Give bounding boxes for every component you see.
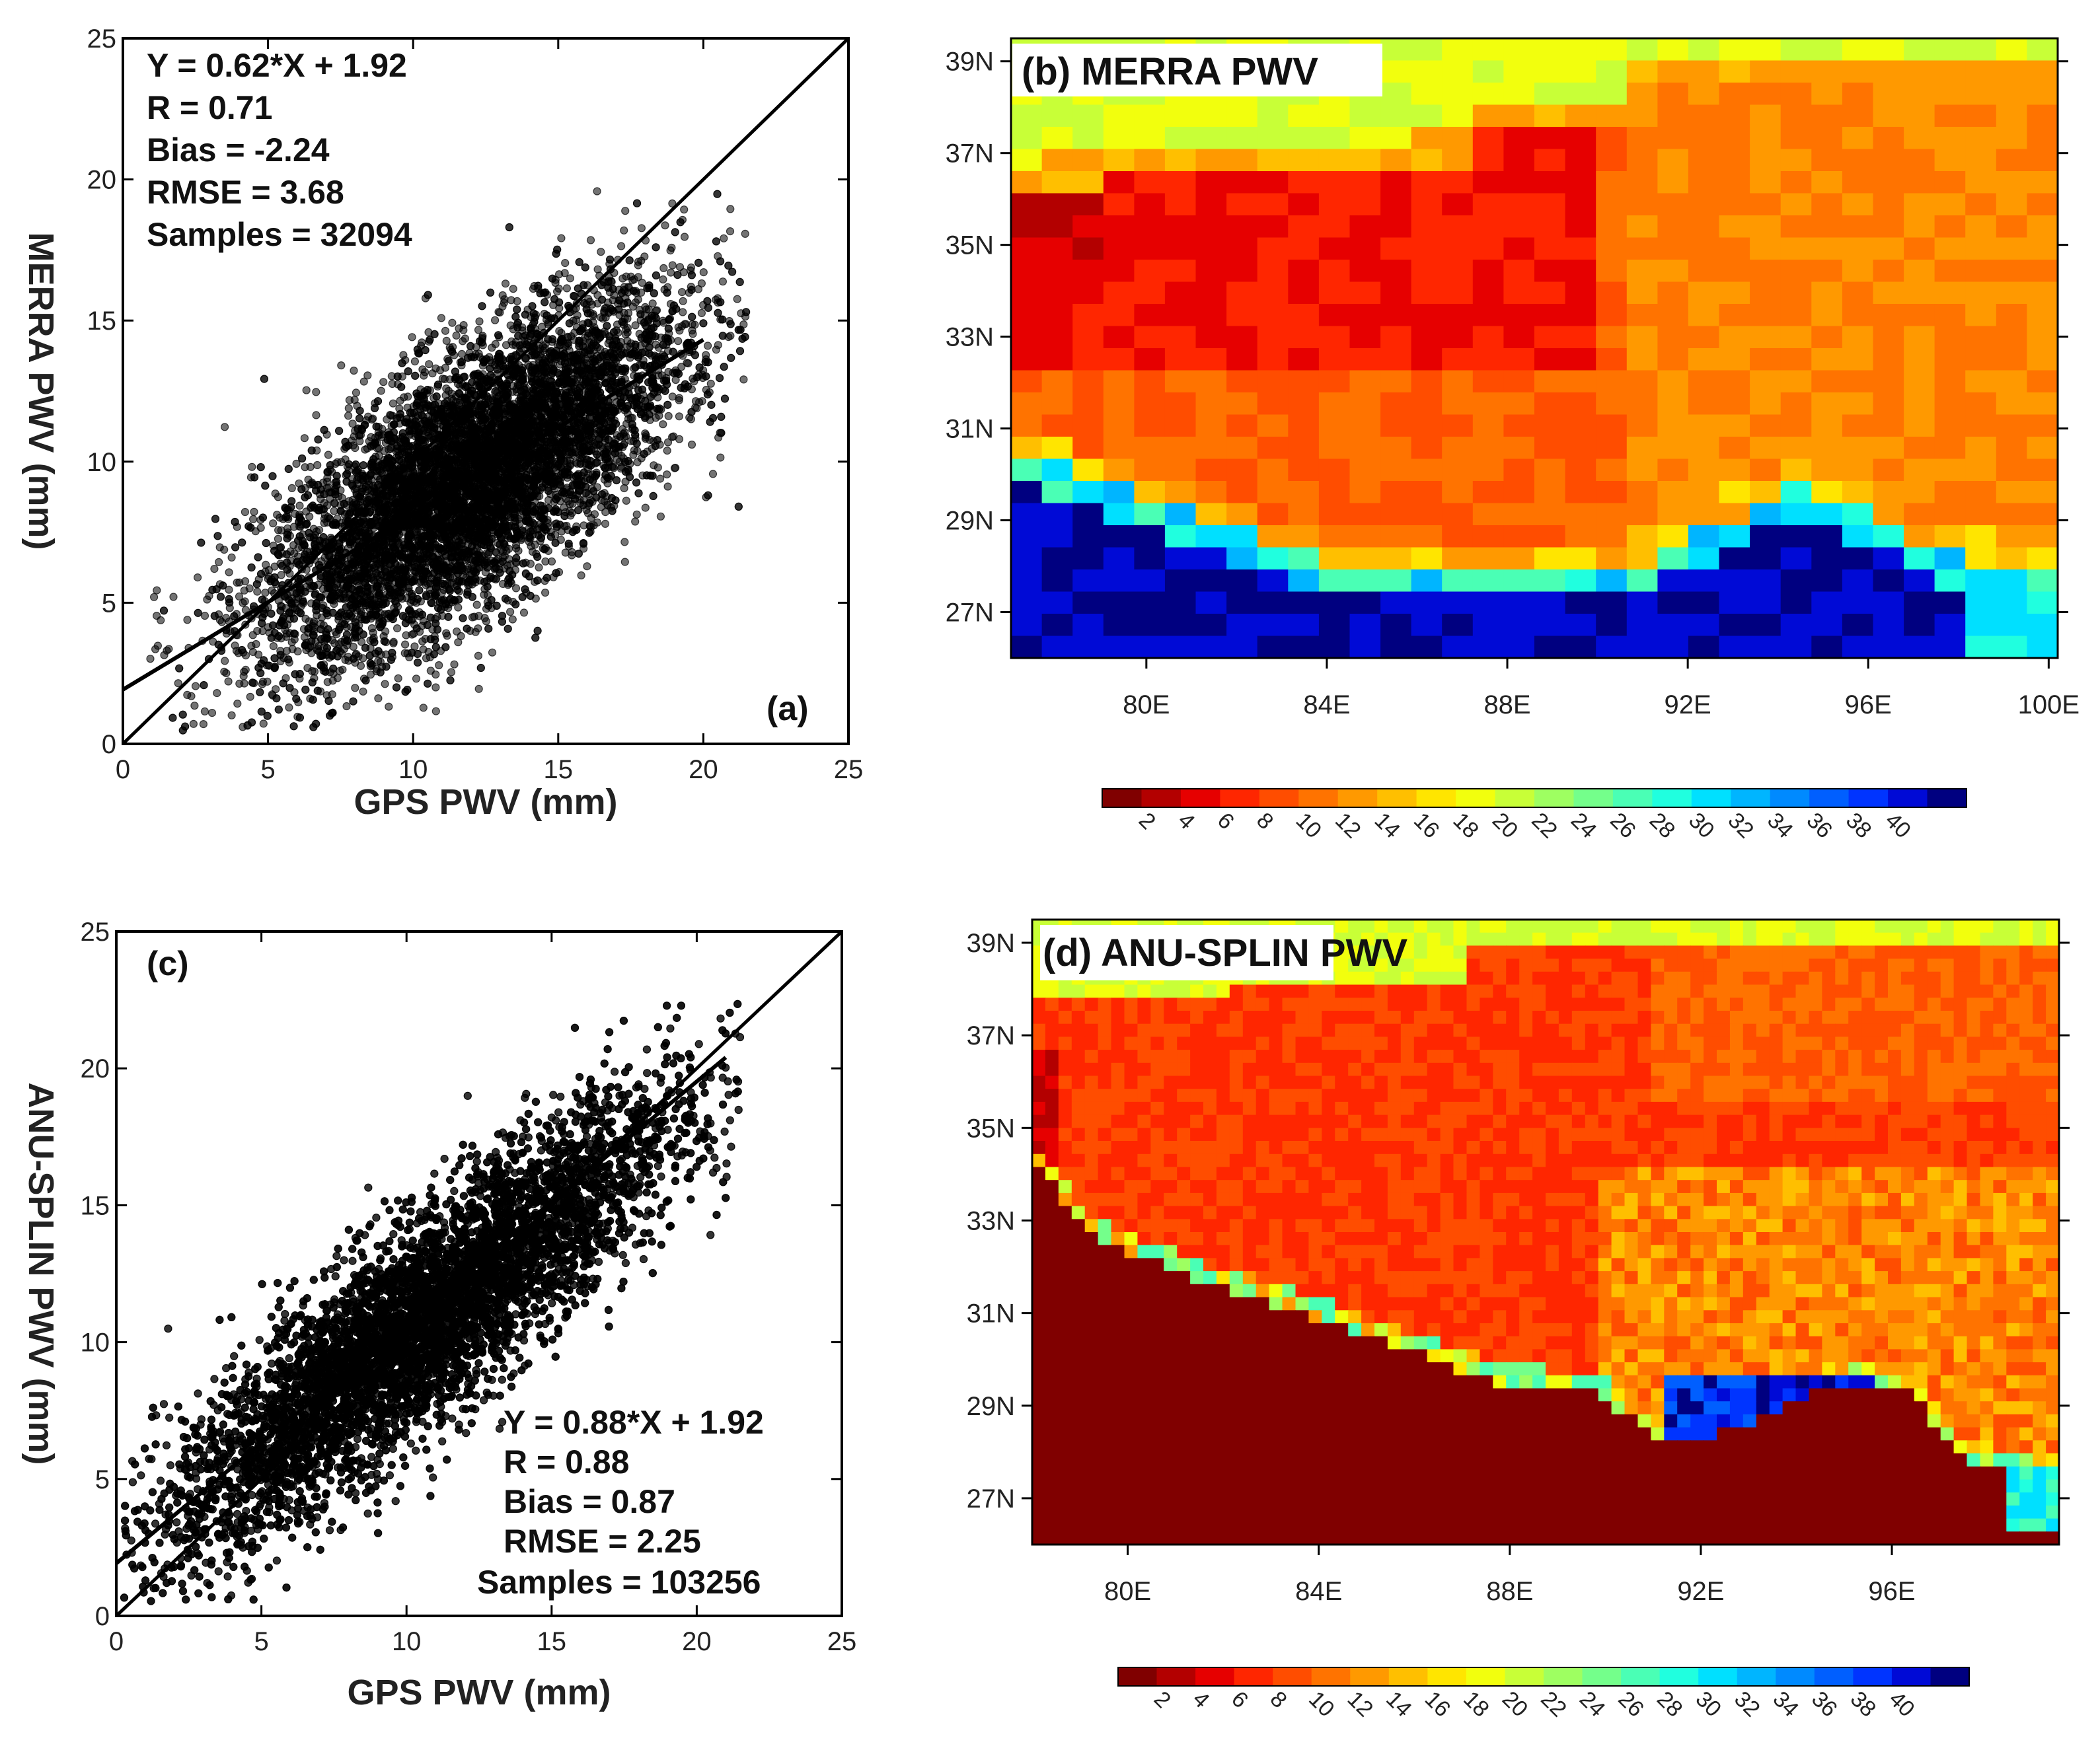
data-point bbox=[352, 684, 359, 692]
data-point bbox=[359, 688, 367, 695]
data-point bbox=[213, 690, 221, 697]
data-point bbox=[558, 235, 565, 242]
data-point bbox=[663, 471, 671, 478]
data-point bbox=[620, 485, 628, 492]
data-point bbox=[698, 280, 705, 287]
data-point bbox=[260, 720, 267, 727]
data-point bbox=[401, 649, 408, 657]
data-point bbox=[521, 609, 528, 616]
data-point bbox=[191, 702, 198, 710]
data-point bbox=[170, 593, 177, 601]
data-point bbox=[583, 563, 591, 570]
figure: 0 5 10 15 20 250510152025 Y = 0.62*X + 1.92 R… bbox=[0, 0, 2100, 1750]
data-point bbox=[719, 278, 726, 285]
data-point bbox=[192, 682, 200, 690]
data-point bbox=[389, 400, 396, 407]
data-point bbox=[669, 393, 676, 400]
data-point bbox=[681, 233, 689, 240]
data-point bbox=[426, 361, 433, 368]
data-point bbox=[704, 342, 712, 349]
data-point bbox=[209, 710, 216, 717]
data-point bbox=[420, 704, 427, 711]
data-point bbox=[257, 524, 264, 531]
data-point bbox=[507, 608, 514, 616]
data-point bbox=[622, 497, 630, 504]
data-point bbox=[288, 484, 295, 492]
data-point bbox=[270, 520, 277, 527]
data-point bbox=[153, 587, 161, 594]
data-point bbox=[234, 700, 241, 708]
data-point bbox=[741, 230, 749, 237]
data-point bbox=[194, 574, 202, 581]
data-point bbox=[700, 269, 707, 276]
data-point bbox=[396, 397, 404, 404]
data-point bbox=[345, 412, 352, 419]
data-point bbox=[413, 675, 420, 682]
data-point bbox=[404, 393, 412, 400]
data-point bbox=[448, 669, 455, 676]
data-point bbox=[278, 571, 285, 579]
data-point bbox=[638, 225, 645, 232]
data-point bbox=[228, 554, 235, 561]
data-point bbox=[665, 412, 672, 419]
data-point bbox=[377, 387, 385, 394]
data-point bbox=[270, 643, 277, 650]
data-point bbox=[250, 515, 257, 523]
data-point bbox=[642, 504, 649, 511]
data-point bbox=[660, 264, 667, 272]
data-point bbox=[313, 412, 320, 419]
data-point bbox=[435, 662, 443, 669]
data-point bbox=[566, 275, 574, 282]
data-point bbox=[190, 720, 197, 727]
data-point bbox=[481, 614, 488, 622]
data-point bbox=[293, 460, 300, 468]
data-point bbox=[587, 237, 595, 244]
data-point bbox=[443, 337, 450, 344]
data-point bbox=[301, 435, 308, 442]
data-point bbox=[740, 376, 747, 383]
